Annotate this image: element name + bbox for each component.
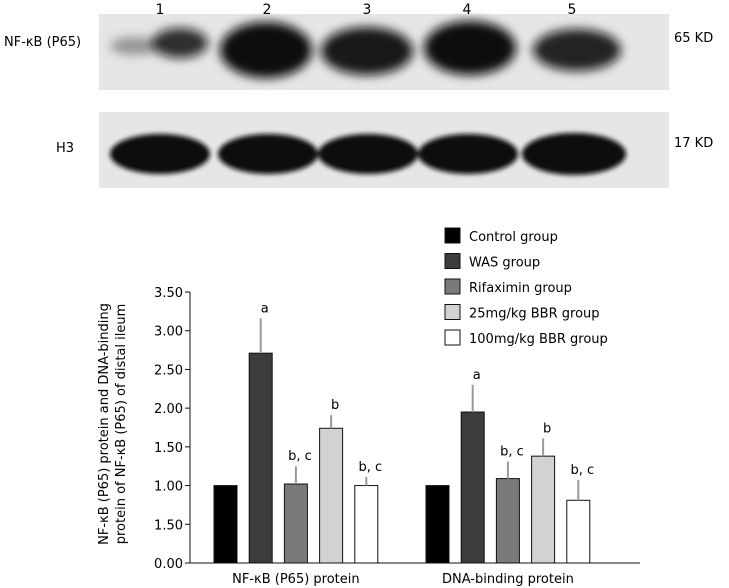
legend-swatch [444, 227, 461, 244]
band-nfkb-lane-1-tail [110, 37, 160, 55]
bar [248, 352, 273, 564]
bar [460, 411, 485, 564]
x-category-label: DNA-binding protein [442, 572, 574, 587]
y-tick-label: 1.50 [154, 441, 183, 456]
bar-chart: Control group WAS group Rifaximin group 25m… [97, 227, 640, 587]
western-blot: 1 2 3 4 5 NF-κB (P65) 65 KD H3 17 KD [4, 2, 713, 188]
y-tick-label: 3.50 [154, 286, 183, 301]
legend-entry: 100mg/kg BBR group [469, 332, 608, 347]
blot-weight-17kd: 17 KD [674, 136, 713, 151]
bar [425, 485, 450, 564]
bar [283, 483, 308, 564]
bar [354, 485, 379, 564]
y-tick-label: 3.00 [154, 325, 183, 340]
significance-label: a [261, 301, 269, 316]
bar [566, 499, 591, 564]
y-tick-label: 2.00 [154, 402, 183, 417]
blot-row-label-nfkb: NF-κB (P65) [4, 35, 81, 50]
blot-weight-65kd: 65 KD [674, 31, 713, 46]
significance-label: b [543, 421, 551, 436]
band-h3-lane-3 [318, 134, 418, 174]
band-h3-lane-4 [418, 134, 518, 174]
significance-label: b, c [358, 460, 382, 475]
band-h3-lane-5 [522, 133, 626, 175]
significance-label: b, c [570, 463, 594, 478]
band-h3-lane-2 [218, 134, 318, 174]
y-tick-label: 0.00 [154, 557, 183, 572]
band-nfkb-lane-5 [533, 29, 621, 71]
blot-row-label-h3: H3 [56, 141, 74, 156]
bars: a a b, c b, c b b b, c b, c [213, 301, 594, 564]
significance-label: b [331, 398, 339, 413]
y-axis-label-line-2: protein of NF-κB (P65) of distal ileum [114, 304, 129, 545]
bar [495, 478, 520, 564]
lane-label: 3 [363, 2, 372, 18]
band-nfkb-lane-3 [321, 27, 413, 75]
bar [319, 427, 344, 564]
band-h3-lane-1 [110, 134, 210, 174]
lane-label: 4 [463, 2, 472, 18]
lane-label: 5 [568, 2, 577, 18]
y-tick-label: 2.50 [154, 363, 183, 378]
band-nfkb-lane-1 [152, 28, 208, 58]
y-axis: 0.00 1.50 1.00 1.50 2.00 2.50 3.00 3.50 [154, 286, 191, 572]
legend-swatch [444, 304, 461, 320]
legend: Control group WAS group Rifaximin group 25m… [444, 227, 608, 347]
legend-swatch [444, 278, 461, 295]
legend-entry: Control group [469, 230, 558, 245]
lane-label: 2 [263, 2, 272, 18]
band-nfkb-lane-2 [220, 22, 312, 78]
bar [213, 485, 238, 564]
legend-entry: WAS group [469, 256, 540, 271]
bar [531, 455, 556, 564]
blot-bands-h3 [110, 133, 626, 175]
significance-label: b, c [500, 445, 524, 460]
y-tick-label: 1.00 [154, 480, 183, 495]
significance-label: a [473, 368, 481, 383]
x-axis: NF-κB (P65) protein DNA-binding protein [190, 562, 640, 587]
band-nfkb-lane-4 [424, 21, 516, 75]
legend-swatch [444, 329, 461, 346]
significance-label: b, c [288, 449, 312, 464]
legend-swatch [444, 253, 461, 269]
y-axis-label-line-1: NF-κB (P65) protein and DNA-binding [97, 303, 112, 545]
lane-label: 1 [156, 2, 165, 18]
legend-entry: Rifaximin group [469, 281, 572, 296]
x-category-label: NF-κB (P65) protein [232, 572, 359, 587]
blot-bands-nfkb [110, 21, 621, 78]
legend-entry: 25mg/kg BBR group [469, 307, 600, 322]
y-tick-label: 1.50 [154, 518, 183, 533]
